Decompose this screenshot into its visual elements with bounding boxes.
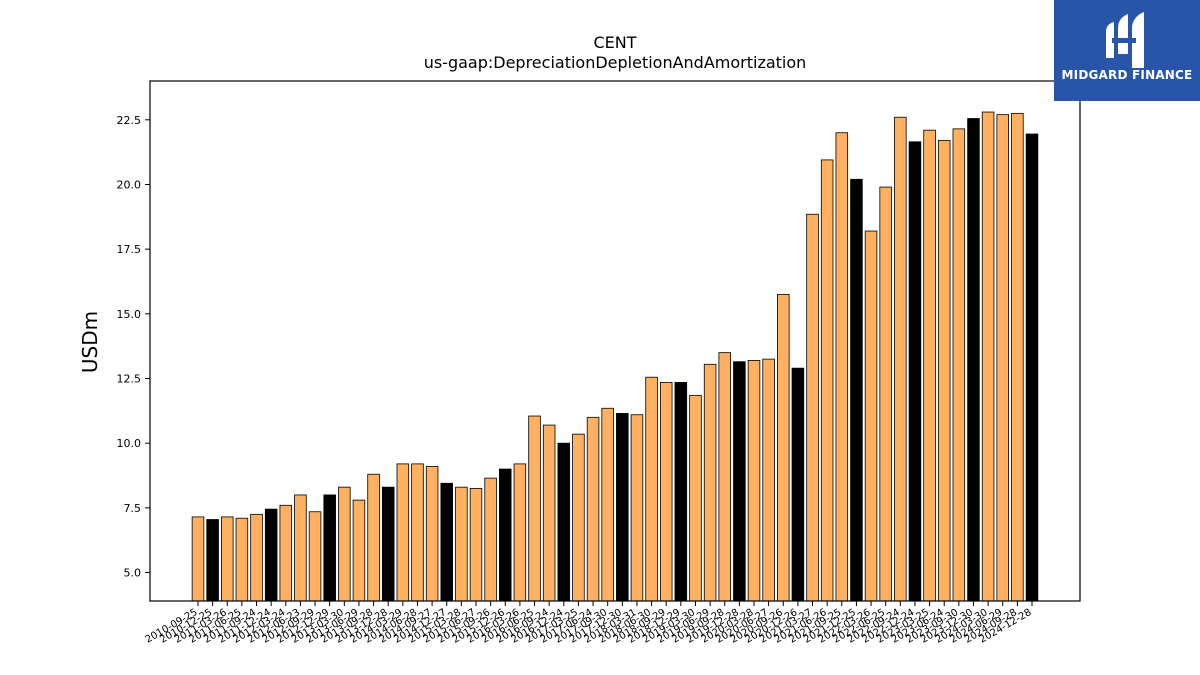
bar-2021-12-25 [850,178,863,602]
y-axis-label: USDm [78,311,102,373]
bar-2023-03-25 [923,129,936,602]
bar-2014-03-29 [396,463,410,602]
bar-2017-03-25 [572,433,585,602]
bar-2022-03-26 [864,230,878,602]
bar-2018-12-29 [674,381,688,602]
bar-2021-03-27 [806,213,819,602]
bar-2013-03-30 [338,486,351,602]
bar-2020-12-26 [791,367,805,602]
y-tick-label: 20.0 [117,178,142,191]
chart-title: CENT [593,33,636,52]
bar-2010-09-25 [191,516,205,602]
bar-2019-09-28 [718,352,731,602]
bar-2016-12-24 [557,442,571,602]
bar-2024-12-28 [1025,133,1039,602]
bar-2024-09-28 [1011,112,1024,602]
bar-2011-12-24 [264,508,278,602]
bar-2024-03-30 [981,111,995,602]
bar-2013-09-28 [367,473,380,602]
bar-2022-09-24 [894,116,907,602]
bar-2011-03-26 [221,516,234,602]
bar-2019-12-28 [733,361,746,602]
bar-2011-06-25 [235,517,249,602]
bar-2015-12-26 [499,468,512,602]
bar-2019-06-29 [703,363,717,602]
bar-2022-12-24 [908,141,922,602]
bar-2018-09-29 [659,381,673,602]
bar-2014-06-28 [411,463,424,602]
bar-2023-06-24 [937,140,951,602]
bar-2021-06-26 [820,159,834,602]
y-tick-label: 5.0 [124,567,142,580]
bar-2017-12-30 [616,413,629,602]
y-tick-label: 17.5 [117,243,142,256]
brand-name: MIDGARD FINANCE [1061,68,1193,82]
bar-2013-12-28 [381,486,395,602]
bar-2022-06-25 [879,186,892,602]
bar-2010-12-25 [206,519,219,602]
bar-2012-03-24 [279,504,293,602]
bar-2014-09-27 [425,466,439,602]
bar-2020-06-27 [762,358,775,602]
bar-2011-09-24 [250,513,263,602]
y-tick-group: 5.0 7.5 10.0 12.5 15.0 17.5 20.0 22.5 [117,114,150,580]
bar-2012-12-29 [323,494,336,602]
bar-2021-09-25 [835,132,849,602]
bar-2019-03-30 [689,394,702,602]
y-tick-label: 15.0 [117,308,142,321]
bar-2018-06-30 [645,376,658,602]
bar-2020-03-28 [747,360,761,602]
chart-subtitle: us-gaap:DepreciationDepletionAndAmortiza… [424,53,807,72]
bar-2024-06-29 [996,114,1009,602]
bar-2020-09-26 [777,294,790,602]
bar-2015-09-26 [484,477,497,602]
bar-2023-12-30 [967,118,980,602]
bar-2023-09-30 [952,128,966,602]
bar-2017-06-24 [586,416,600,602]
x-tick-group: 2010-09-252010-12-252011-03-262011-06-25… [144,601,1034,646]
bar-2016-09-24 [542,424,556,602]
bar-2017-09-30 [601,407,614,602]
y-tick-label: 22.5 [117,114,142,127]
bar-2015-06-27 [469,488,483,602]
bar-2018-03-31 [630,414,644,602]
y-tick-label: 7.5 [124,502,142,515]
bar-2015-03-28 [455,486,468,602]
bar-2012-06-23 [294,494,307,602]
bar-2013-06-29 [352,499,366,602]
bar-2016-06-25 [528,415,541,602]
bar-group [191,111,1039,602]
y-tick-label: 10.0 [117,437,142,450]
plot-frame [149,80,1081,602]
bar-2014-12-27 [440,482,453,602]
bar-2016-03-26 [513,463,527,602]
y-tick-label: 12.5 [117,373,142,386]
midgard-logo-icon [1106,12,1144,68]
bar-2012-09-29 [308,511,322,602]
